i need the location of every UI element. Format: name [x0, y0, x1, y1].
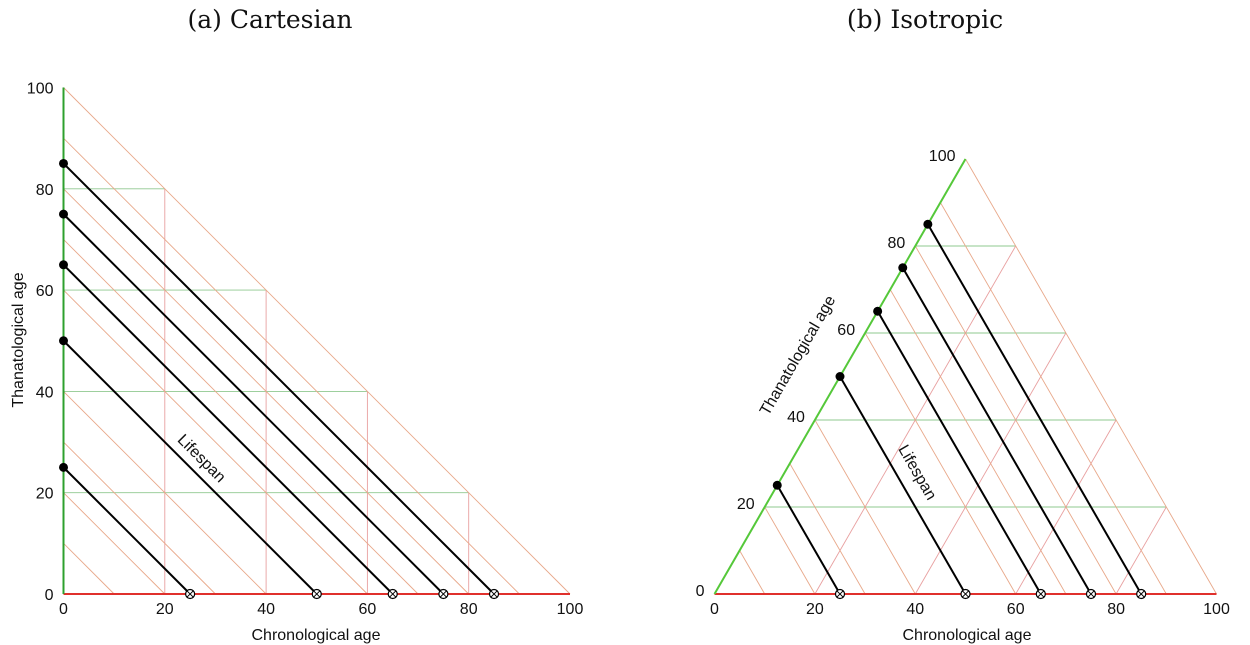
grid-const-lifespan-80 — [914, 245, 1117, 595]
grid-const-lifespan-30 — [789, 463, 866, 595]
y-axis-title-cartesian: Thanatological age — [10, 272, 27, 407]
birth-point-25 — [59, 462, 68, 472]
death-point-50-cross-b — [961, 590, 970, 598]
y-tick-label-60: 60 — [36, 283, 54, 300]
panel-title-cartesian: (a) Cartesian — [187, 5, 352, 34]
death-point-50-cross-b — [313, 590, 321, 598]
grid-const-lifespan-90 — [63, 137, 520, 595]
cartesian-tick-labels: 0 20 40 60 80 100 0 20 40 60 80 100 — [27, 81, 584, 619]
death-point-75-cross-b — [1087, 590, 1095, 598]
birth-point-85 — [923, 219, 933, 229]
death-point-50 — [960, 588, 971, 600]
birth-point-50 — [835, 372, 845, 381]
x-tick-label-100: 100 — [557, 601, 584, 618]
grid-const-lifespan-40 — [63, 391, 267, 595]
y-tick-label-0: 0 — [696, 583, 705, 600]
grid-const-lifespan-20 — [764, 506, 816, 595]
death-point-25-cross-b — [186, 590, 194, 598]
death-point-25-cross-b — [836, 590, 844, 598]
isotropic-tick-labels: 0 20 40 60 80 100 0 20 40 60 80 100 — [696, 148, 1230, 618]
grid-const-lifespan-40 — [814, 419, 916, 595]
grid-const-lifespan-10 — [63, 543, 115, 595]
y-tick-label-40: 40 — [787, 409, 805, 426]
birth-point-75 — [59, 209, 68, 219]
birth-point-85 — [59, 158, 68, 168]
lifeline-75 — [62, 213, 445, 595]
y-tick-label-100: 100 — [27, 81, 54, 98]
grid-const-lifespan-20 — [63, 492, 166, 595]
death-point-50 — [311, 588, 322, 600]
lifeline-75 — [901, 267, 1092, 595]
birth-point-25 — [772, 480, 782, 490]
lifeline-50 — [839, 376, 967, 595]
lifeline-50 — [62, 340, 318, 595]
isotropic-grid — [739, 158, 1217, 595]
grid-const-lifespan-10 — [739, 550, 766, 595]
x-tick-label-0: 0 — [710, 601, 719, 618]
panel-title-isotropic: (b) Isotropic — [847, 5, 1003, 34]
x-tick-label-40: 40 — [257, 601, 275, 618]
x-tick-label-0: 0 — [59, 601, 68, 618]
death-point-75-cross-b — [439, 590, 447, 598]
lifeline-85 — [62, 162, 495, 595]
lifeline-25 — [62, 466, 191, 595]
death-point-65-cross-b — [1037, 590, 1045, 598]
death-point-85 — [1136, 588, 1147, 600]
grid-const-lifespan-100 — [63, 87, 571, 595]
grid-const-lifespan-60 — [864, 332, 1017, 595]
lifespan-label-isotropic: Lifespan — [894, 442, 939, 503]
death-point-65-cross-b — [389, 590, 397, 598]
x-tick-label-20: 20 — [156, 601, 174, 618]
x-axis-title-cartesian: Chronological age — [252, 627, 381, 644]
death-point-65 — [1035, 588, 1046, 600]
lifeline-65 — [62, 264, 394, 595]
lifeline-25 — [776, 484, 841, 595]
grid-const-lifespan-90 — [940, 202, 1167, 595]
x-tick-label-60: 60 — [359, 601, 377, 618]
grid-const-lifespan-70 — [889, 289, 1067, 595]
isotropic-lifelines — [772, 219, 1147, 600]
death-point-75 — [438, 588, 449, 600]
grid-const-lifespan-30 — [63, 441, 216, 595]
birth-point-65 — [59, 260, 68, 270]
y-tick-label-100: 100 — [929, 148, 956, 165]
death-point-85-cross-b — [490, 590, 498, 598]
grid-const-lifespan-60 — [63, 289, 368, 595]
grid-const-lifespan-80 — [63, 188, 470, 595]
y-tick-label-40: 40 — [36, 384, 54, 401]
x-tick-label-40: 40 — [906, 601, 924, 618]
y-tick-label-80: 80 — [36, 182, 54, 199]
x-tick-label-100: 100 — [1203, 601, 1230, 618]
y-tick-label-20: 20 — [36, 486, 54, 503]
birth-point-50 — [59, 336, 68, 346]
death-point-25 — [185, 588, 196, 600]
cartesian-lifelines — [59, 158, 500, 600]
death-point-65 — [387, 588, 398, 600]
grid-const-lifespan-70 — [63, 239, 419, 595]
death-point-25 — [834, 588, 846, 600]
y-tick-label-20: 20 — [737, 496, 755, 513]
lifeline-85 — [926, 223, 1143, 595]
death-point-85 — [488, 588, 500, 600]
isotropic-panel: (b) Isotropic 0 20 40 60 80 100 0 20 40 60 80 100 C… — [696, 5, 1230, 644]
cartesian-panel: (a) Cartesian 0 20 40 60 80 100 0 20 40 60 80 100 C… — [10, 5, 583, 644]
birth-point-75 — [898, 263, 908, 273]
x-axis-title-isotropic: Chronological age — [903, 627, 1032, 644]
y-tick-label-0: 0 — [45, 587, 54, 604]
y-tick-label-60: 60 — [837, 322, 855, 339]
y-tick-label-80: 80 — [888, 235, 906, 252]
x-tick-label-80: 80 — [460, 601, 478, 618]
x-tick-label-20: 20 — [806, 601, 824, 618]
x-tick-label-80: 80 — [1107, 601, 1125, 618]
x-tick-label-60: 60 — [1007, 601, 1025, 618]
lifeline-65 — [876, 310, 1042, 595]
death-point-75 — [1085, 588, 1097, 600]
birth-point-65 — [873, 306, 883, 316]
death-point-85-cross-b — [1137, 590, 1145, 598]
grid-const-lifespan-100 — [965, 158, 1217, 595]
